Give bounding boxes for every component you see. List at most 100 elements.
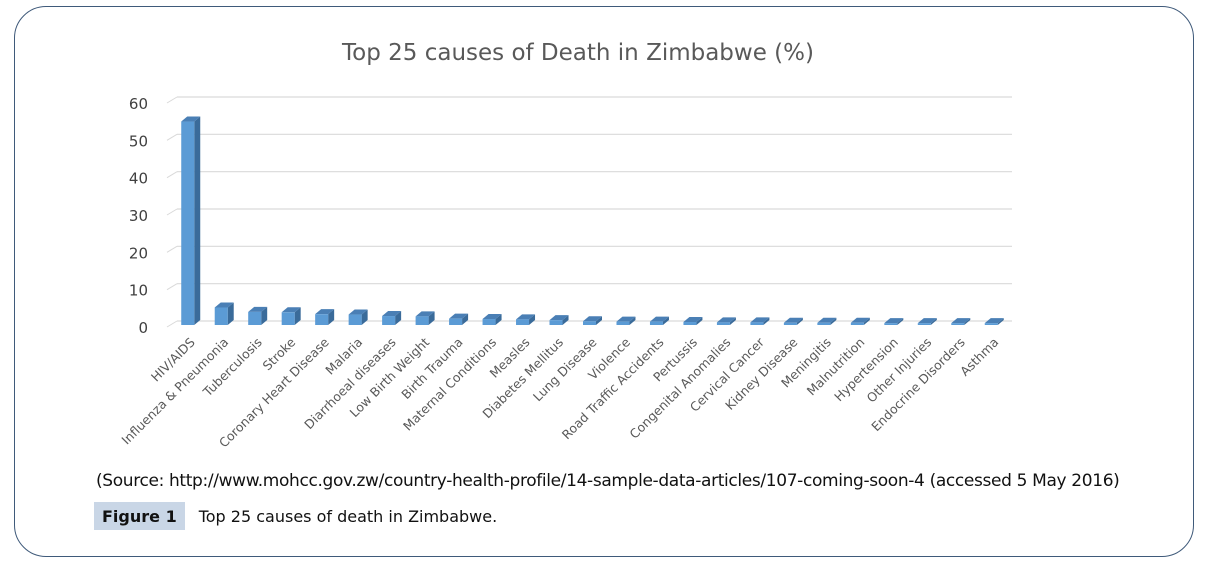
figure-caption-text: Top 25 causes of death in Zimbabwe. bbox=[198, 506, 498, 526]
bar-top bbox=[382, 311, 402, 317]
bar-top bbox=[281, 307, 301, 313]
bar bbox=[415, 311, 435, 325]
y-tick-label: 50 bbox=[129, 132, 148, 150]
bar-front bbox=[750, 322, 764, 325]
gridline-depth bbox=[166, 171, 178, 179]
bar-side bbox=[997, 318, 1004, 325]
bar-front bbox=[549, 320, 563, 325]
gridline-depth bbox=[166, 208, 178, 216]
gridline-depth bbox=[166, 133, 178, 141]
bar-front bbox=[917, 323, 931, 325]
gridlines bbox=[166, 96, 1012, 328]
bar-side bbox=[629, 316, 636, 325]
bar bbox=[248, 306, 268, 325]
bar-side bbox=[763, 317, 770, 325]
bar bbox=[516, 314, 536, 325]
bar-side bbox=[495, 314, 502, 325]
bar-side bbox=[696, 317, 703, 325]
gridline-depth bbox=[166, 245, 178, 253]
source-note: (Source: http://www.mohcc.gov.zw/country… bbox=[96, 471, 1120, 491]
bar-top bbox=[248, 306, 268, 312]
bar-side bbox=[729, 317, 736, 325]
bar-front bbox=[415, 316, 429, 325]
bar-side bbox=[428, 311, 435, 325]
bar-front bbox=[783, 322, 797, 325]
bar bbox=[817, 317, 837, 325]
bar-front bbox=[649, 321, 663, 325]
bar-side bbox=[897, 318, 904, 325]
bar bbox=[884, 318, 904, 325]
y-axis-ticks: 0 10 20 30 40 50 60 bbox=[129, 95, 148, 337]
bar-top bbox=[516, 314, 536, 320]
bar-front bbox=[951, 323, 965, 325]
bar bbox=[181, 116, 201, 326]
bar bbox=[549, 315, 569, 325]
bar-side bbox=[796, 317, 803, 325]
bar-front bbox=[348, 314, 362, 325]
bar bbox=[382, 311, 402, 325]
bar-top bbox=[549, 315, 569, 321]
gridline-depth bbox=[166, 283, 178, 291]
bar-side bbox=[662, 316, 669, 325]
bar bbox=[984, 318, 1004, 325]
y-tick-label: 30 bbox=[129, 207, 148, 225]
bar-top bbox=[181, 116, 201, 122]
bar-front bbox=[214, 307, 228, 325]
bar-side bbox=[529, 314, 536, 325]
bar-front bbox=[382, 316, 396, 325]
bar-top bbox=[449, 313, 469, 319]
bar-side bbox=[562, 315, 569, 325]
y-tick-label: 0 bbox=[138, 319, 148, 337]
bar-top bbox=[951, 318, 971, 324]
bar bbox=[449, 313, 469, 325]
bar-side bbox=[863, 317, 870, 325]
bar-front bbox=[716, 322, 730, 325]
bar-side bbox=[462, 313, 469, 325]
bar-side bbox=[361, 309, 368, 325]
bar-top bbox=[750, 317, 770, 323]
figure-caption: Figure 1 Top 25 causes of death in Zimba… bbox=[94, 502, 497, 530]
bar bbox=[850, 317, 870, 325]
bar-front bbox=[984, 323, 998, 325]
bar-top bbox=[348, 309, 368, 315]
bar-top bbox=[214, 302, 234, 308]
bar-side bbox=[596, 316, 602, 325]
bar-top bbox=[683, 317, 703, 323]
bar-side bbox=[227, 302, 234, 325]
bar bbox=[716, 317, 736, 325]
bar bbox=[583, 316, 602, 325]
bar-front bbox=[583, 321, 596, 325]
bar bbox=[281, 307, 301, 325]
bar-side bbox=[328, 309, 335, 325]
bar-chart: Top 25 causes of Death in Zimbabwe (%) 0… bbox=[118, 40, 1012, 451]
y-tick-label: 20 bbox=[129, 244, 148, 262]
figure-label: Figure 1 bbox=[94, 502, 185, 530]
bar-front bbox=[248, 311, 262, 325]
bar bbox=[214, 302, 234, 325]
bar-side bbox=[294, 307, 301, 325]
bar-front bbox=[516, 319, 530, 325]
bar-front bbox=[482, 319, 496, 325]
y-tick-label: 10 bbox=[129, 282, 148, 300]
figure-frame bbox=[14, 6, 1194, 557]
bar-top bbox=[984, 318, 1004, 324]
bar bbox=[951, 318, 971, 325]
bar-top bbox=[716, 317, 736, 323]
bar-top bbox=[917, 318, 937, 324]
bar bbox=[750, 317, 770, 325]
bars bbox=[181, 116, 1004, 326]
bar-front bbox=[281, 312, 295, 325]
bar bbox=[616, 316, 636, 325]
gridline-depth bbox=[166, 96, 178, 104]
y-tick-label: 60 bbox=[129, 95, 148, 113]
bar bbox=[917, 318, 937, 325]
bar-front bbox=[181, 121, 195, 326]
bar bbox=[315, 309, 335, 325]
bar-front bbox=[884, 323, 898, 325]
bar-top bbox=[817, 317, 837, 323]
bar-front bbox=[449, 318, 463, 325]
bar-front bbox=[817, 322, 831, 325]
bar-side bbox=[261, 306, 268, 325]
bar-top bbox=[315, 309, 335, 315]
